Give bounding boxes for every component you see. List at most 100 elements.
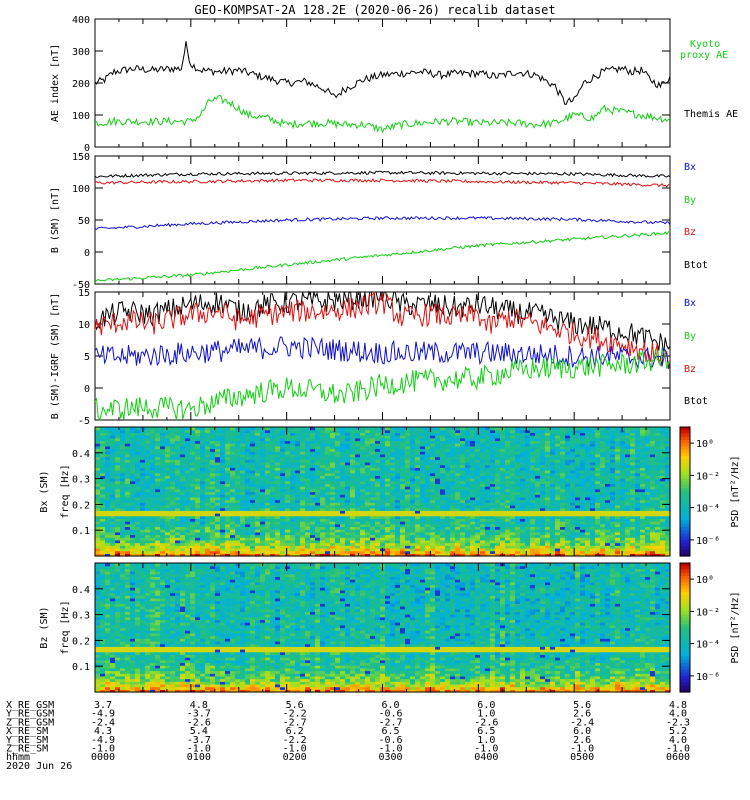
psd-cell <box>570 437 576 442</box>
psd-cell <box>125 483 131 487</box>
psd-cell <box>105 467 111 471</box>
psd-cell <box>175 429 181 433</box>
psd-cell <box>240 542 246 546</box>
psd-cell <box>125 456 131 460</box>
psd-cell <box>145 464 151 468</box>
psd-cell <box>510 502 516 506</box>
psd-cell <box>295 545 301 549</box>
psd-cell <box>465 534 471 538</box>
psd-cell <box>255 467 261 471</box>
psd-cell <box>485 467 491 471</box>
psd-cell <box>260 550 266 554</box>
psd-cell <box>330 437 336 442</box>
psd-cell <box>245 483 251 487</box>
psd-cell <box>195 451 201 455</box>
psd-cell <box>580 523 586 528</box>
psd-cell <box>105 521 111 525</box>
psd-cell <box>585 437 591 442</box>
psd-cell <box>430 480 436 485</box>
legend-by: By <box>684 195 696 206</box>
psd-cell <box>285 539 291 544</box>
psd-cell <box>200 553 206 557</box>
psd-cell <box>490 464 496 468</box>
psd-cell <box>165 521 171 525</box>
psd-cell <box>490 437 496 442</box>
psd-cell <box>555 432 561 436</box>
psd-cell <box>525 486 531 490</box>
psd-cell <box>330 550 336 554</box>
psd-cell <box>135 453 141 458</box>
psd-cell <box>150 537 156 541</box>
psd-cell <box>555 429 561 433</box>
psd-cell <box>575 472 581 476</box>
psd-cell <box>225 459 231 463</box>
psd-cell <box>210 435 216 439</box>
psd-cell <box>270 427 276 431</box>
psd-cell <box>315 443 321 447</box>
psd-cell <box>195 440 201 444</box>
psd-cell <box>295 478 301 482</box>
psd-cell <box>425 445 431 450</box>
psd-cell <box>375 496 381 501</box>
psd-cell <box>395 451 401 455</box>
psd-cell <box>505 461 511 466</box>
psd-cell <box>525 510 531 514</box>
psd-cell <box>370 499 376 503</box>
psd-cell <box>210 451 216 455</box>
psd-cell <box>125 448 131 452</box>
psd-cell <box>210 475 216 479</box>
psd-cell <box>395 545 401 549</box>
psd-cell <box>420 553 426 557</box>
psd-cell <box>115 440 121 444</box>
psd-cell <box>510 440 516 444</box>
psd-cell <box>230 521 236 525</box>
psd-cell <box>575 480 581 485</box>
psd-cell <box>440 523 446 528</box>
psd-cell <box>420 539 426 544</box>
psd-cell <box>100 432 106 436</box>
psd-cell <box>470 478 476 482</box>
psd-cell <box>395 553 401 557</box>
psd-cell <box>375 453 381 458</box>
psd-cell <box>135 472 141 476</box>
psd-cell <box>395 470 401 474</box>
psd-cell <box>485 440 491 444</box>
psd-cell <box>270 443 276 447</box>
psd-cell <box>580 435 586 439</box>
psd-cell <box>365 427 371 431</box>
psd-cell <box>230 513 236 517</box>
psd-cell <box>420 451 426 455</box>
psd-cell <box>115 429 121 433</box>
psd-cell <box>450 427 456 431</box>
psd-cell <box>200 461 206 466</box>
psd-cell <box>105 453 111 458</box>
psd-cell <box>260 486 266 490</box>
psd-cell <box>470 432 476 436</box>
psd-cell <box>245 432 251 436</box>
psd-cell <box>430 523 436 528</box>
psd-cell <box>425 539 431 544</box>
psd-cell <box>300 443 306 447</box>
psd-cell <box>160 499 166 503</box>
psd-cell <box>225 440 231 444</box>
psd-cell <box>390 480 396 485</box>
psd-cell <box>215 521 221 525</box>
psd-cell <box>150 427 156 431</box>
psd-cell <box>450 494 456 498</box>
psd-cell <box>590 553 596 557</box>
psd-cell <box>580 515 586 519</box>
psd-cell <box>565 467 571 471</box>
psd-cell <box>485 507 491 511</box>
psd-cell <box>395 510 401 514</box>
psd-cell <box>465 488 471 493</box>
psd-cell <box>155 550 161 554</box>
psd-cell <box>305 445 311 450</box>
psd-cell <box>570 475 576 479</box>
psd-cell <box>525 547 531 552</box>
psd-cell <box>210 550 216 554</box>
psd-cell <box>405 483 411 487</box>
psd-cell <box>370 456 376 460</box>
psd-cell <box>475 478 481 482</box>
psd-cell <box>495 448 501 452</box>
psd-cell <box>575 453 581 458</box>
